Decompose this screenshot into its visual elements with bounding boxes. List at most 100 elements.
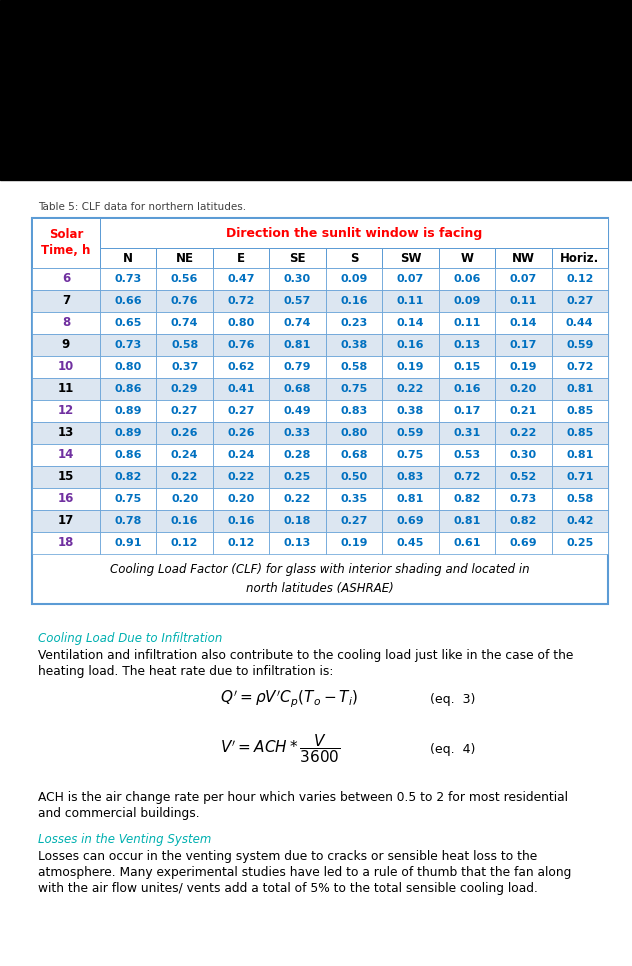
Text: 0.68: 0.68 — [340, 450, 368, 460]
Bar — [269, 378, 325, 400]
Text: 0.22: 0.22 — [284, 494, 311, 504]
Bar — [269, 422, 325, 444]
Text: 0.25: 0.25 — [284, 472, 311, 482]
Text: 0.73: 0.73 — [114, 274, 142, 284]
Text: 0.82: 0.82 — [114, 472, 142, 482]
Text: 0.20: 0.20 — [510, 384, 537, 394]
Text: 0.59: 0.59 — [397, 428, 424, 438]
Text: 10: 10 — [58, 360, 74, 374]
Text: Cooling Load Factor (CLF) for glass with interior shading and located in
north l: Cooling Load Factor (CLF) for glass with… — [110, 563, 530, 595]
Bar — [439, 378, 495, 400]
Bar — [157, 444, 213, 466]
Text: 0.22: 0.22 — [228, 472, 255, 482]
Text: S: S — [349, 251, 358, 265]
Bar — [325, 378, 382, 400]
Bar — [325, 290, 382, 312]
Bar — [495, 444, 552, 466]
Bar — [100, 422, 157, 444]
Bar — [32, 312, 100, 334]
Bar — [552, 444, 608, 466]
Text: 13: 13 — [58, 427, 74, 440]
Bar — [213, 268, 269, 290]
Bar — [32, 510, 100, 532]
Text: 0.35: 0.35 — [341, 494, 368, 504]
Text: 0.09: 0.09 — [453, 296, 480, 306]
Bar — [32, 444, 100, 466]
Text: 0.16: 0.16 — [397, 340, 424, 350]
Bar — [100, 532, 157, 554]
Bar — [100, 248, 157, 268]
Bar — [495, 378, 552, 400]
Bar — [495, 356, 552, 378]
Bar — [495, 312, 552, 334]
Text: 12: 12 — [58, 405, 74, 417]
Bar — [100, 312, 157, 334]
Bar — [382, 268, 439, 290]
Bar — [157, 378, 213, 400]
Text: 0.47: 0.47 — [228, 274, 255, 284]
Text: Solar
Time, h: Solar Time, h — [41, 229, 90, 258]
Text: 0.07: 0.07 — [510, 274, 537, 284]
Text: 0.59: 0.59 — [566, 340, 593, 350]
Text: 14: 14 — [58, 448, 74, 462]
Text: 0.27: 0.27 — [171, 406, 198, 416]
Bar — [552, 312, 608, 334]
Bar — [213, 532, 269, 554]
Text: 0.30: 0.30 — [510, 450, 537, 460]
Bar — [552, 466, 608, 488]
Text: 0.11: 0.11 — [453, 318, 480, 328]
Text: 0.75: 0.75 — [397, 450, 424, 460]
Bar — [157, 356, 213, 378]
Bar — [325, 400, 382, 422]
Bar — [157, 312, 213, 334]
Text: 0.11: 0.11 — [509, 296, 537, 306]
Bar — [495, 248, 552, 268]
Bar — [325, 466, 382, 488]
Bar — [269, 400, 325, 422]
Text: E: E — [237, 251, 245, 265]
Text: 0.24: 0.24 — [171, 450, 198, 460]
Bar — [269, 312, 325, 334]
Text: NW: NW — [512, 251, 535, 265]
Text: 8: 8 — [62, 317, 70, 329]
Text: 0.17: 0.17 — [453, 406, 480, 416]
Bar — [382, 334, 439, 356]
Text: Ventilation and infiltration also contribute to the cooling load just like in th: Ventilation and infiltration also contri… — [38, 649, 573, 662]
Text: 0.22: 0.22 — [171, 472, 198, 482]
Text: T: T — [0, 965, 1, 966]
Text: and commercial buildings.: and commercial buildings. — [38, 807, 200, 820]
Text: 0.58: 0.58 — [341, 362, 368, 372]
Text: 0.19: 0.19 — [397, 362, 424, 372]
Text: heating load. The heat rate due to infiltration is:: heating load. The heat rate due to infil… — [38, 665, 333, 678]
Bar — [439, 422, 495, 444]
Bar — [213, 312, 269, 334]
Bar — [157, 532, 213, 554]
Text: 0.80: 0.80 — [228, 318, 255, 328]
Text: 0.17: 0.17 — [509, 340, 537, 350]
Text: 0.83: 0.83 — [341, 406, 368, 416]
Text: 0.81: 0.81 — [566, 450, 593, 460]
Bar — [325, 248, 382, 268]
Bar — [269, 488, 325, 510]
Text: Losses in the Venting System: Losses in the Venting System — [38, 833, 211, 846]
Text: 0.22: 0.22 — [397, 384, 424, 394]
Text: 0.83: 0.83 — [397, 472, 424, 482]
Bar — [269, 290, 325, 312]
Text: 0.28: 0.28 — [284, 450, 311, 460]
Text: 0.89: 0.89 — [114, 428, 142, 438]
Text: 0.25: 0.25 — [566, 538, 593, 548]
Text: 0.61: 0.61 — [453, 538, 481, 548]
Text: 0.15: 0.15 — [453, 362, 480, 372]
Bar — [157, 510, 213, 532]
Text: atmosphere. Many experimental studies have led to a rule of thumb that the fan a: atmosphere. Many experimental studies ha… — [38, 866, 571, 879]
Text: 0.72: 0.72 — [453, 472, 480, 482]
Bar — [100, 444, 157, 466]
Bar — [495, 400, 552, 422]
Text: W: W — [460, 251, 473, 265]
Bar — [32, 378, 100, 400]
Bar — [439, 488, 495, 510]
Text: 0.26: 0.26 — [171, 428, 198, 438]
Bar — [213, 444, 269, 466]
Text: 0.14: 0.14 — [509, 318, 537, 328]
Bar — [382, 356, 439, 378]
